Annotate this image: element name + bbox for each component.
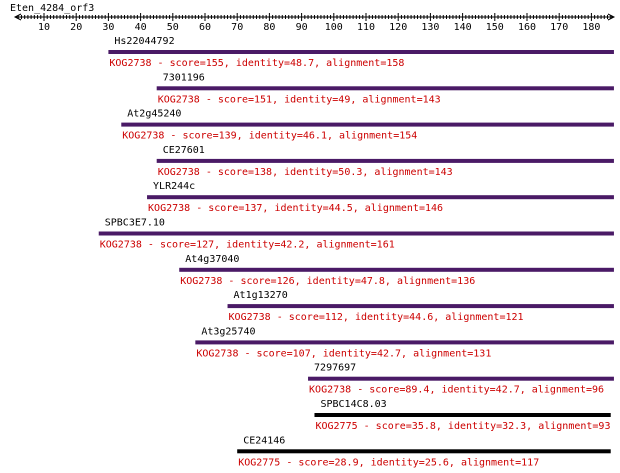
hit-alignment-bar[interactable] xyxy=(314,413,611,417)
sequence-title: Eten_4284_orf3 xyxy=(10,3,94,14)
hit-row[interactable]: At1g13270 KOG2738 - score=112, identity=4… xyxy=(227,290,614,323)
ruler-tick-label: 50 xyxy=(167,22,179,33)
hit-row[interactable]: At2g45240 KOG2738 - score=139, identity=4… xyxy=(121,109,614,142)
hit-name[interactable]: At4g37040 xyxy=(185,254,239,265)
hit-description: KOG2775 - score=35.8, identity=32.3, ali… xyxy=(315,421,610,432)
ruler-tick-label: 120 xyxy=(389,22,407,33)
hit-alignment-bar[interactable] xyxy=(121,122,614,127)
hit-name[interactable]: SPBC3E7.10 xyxy=(105,218,165,229)
hit-row[interactable]: SPBC3E7.10 KOG2738 - score=127, identity=… xyxy=(98,218,614,251)
hit-row[interactable]: 7301196 KOG2738 - score=151, identity=49,… xyxy=(156,72,614,105)
hit-row[interactable]: YLR244c KOG2738 - score=137, identity=44.… xyxy=(147,181,614,214)
hit-description: KOG2738 - score=138, identity=50.3, alig… xyxy=(158,167,453,178)
hit-alignment-bar[interactable] xyxy=(237,449,611,454)
hit-description: KOG2738 - score=107, identity=42.7, alig… xyxy=(196,348,491,359)
ruler-right-arrow xyxy=(607,13,616,21)
ruler-tick-label: 20 xyxy=(70,22,82,33)
position-ruler: 10 20 30 40 50 60 70 80 90 100 110 120 130 140 150 160 1… xyxy=(13,13,616,33)
ruler-tick-label: 10 xyxy=(38,22,50,33)
ruler-tick-label: 160 xyxy=(518,22,536,33)
hit-row[interactable]: At4g37040 KOG2738 - score=126, identity=4… xyxy=(179,254,614,287)
hit-description: KOG2738 - score=89.4, identity=42.7, ali… xyxy=(309,385,604,396)
ruler-tick-label: 70 xyxy=(231,22,243,33)
hit-name[interactable]: SPBC14C8.03 xyxy=(320,399,386,410)
hit-alignment-bar[interactable] xyxy=(195,340,614,345)
ruler-left-arrow xyxy=(13,13,22,21)
hit-alignment-bar[interactable] xyxy=(308,376,614,381)
ruler-tick-label: 90 xyxy=(296,22,308,33)
hit-alignment-bar[interactable] xyxy=(147,195,614,200)
ruler-tick-label: 80 xyxy=(263,22,275,33)
ruler-tick-label: 110 xyxy=(357,22,375,33)
hit-name[interactable]: At1g13270 xyxy=(234,290,288,301)
hit-row[interactable]: CE24146 KOG2775 - score=28.9, identity=25… xyxy=(237,435,611,468)
hit-description: KOG2738 - score=112, identity=44.6, alig… xyxy=(229,312,524,323)
hit-row[interactable]: CE27601 KOG2738 - score=138, identity=50.… xyxy=(156,145,614,178)
ruler-tick-label: 140 xyxy=(454,22,472,33)
hit-row[interactable]: Hs22044792 KOG2738 - score=155, identity=… xyxy=(108,36,614,69)
hit-alignment-bar[interactable] xyxy=(156,86,614,91)
hit-name[interactable]: At3g25740 xyxy=(201,326,255,337)
hit-name[interactable]: Hs22044792 xyxy=(114,36,174,47)
ruler-tick-label: 150 xyxy=(486,22,504,33)
hit-name[interactable]: CE27601 xyxy=(163,145,205,156)
hit-description: KOG2738 - score=139, identity=46.1, alig… xyxy=(122,131,417,142)
hit-name[interactable]: YLR244c xyxy=(153,181,195,192)
hit-description: KOG2738 - score=151, identity=49, alignm… xyxy=(158,94,441,105)
ruler-tick-label: 180 xyxy=(582,22,600,33)
ruler-tick-label: 30 xyxy=(102,22,114,33)
ruler-tick-label: 60 xyxy=(199,22,211,33)
ruler-tick-label: 100 xyxy=(325,22,343,33)
hit-alignment-bar[interactable] xyxy=(98,231,614,236)
hit-row[interactable]: At3g25740 KOG2738 - score=107, identity=4… xyxy=(195,326,614,359)
hit-row[interactable]: 7297697 KOG2738 - score=89.4, identity=42… xyxy=(308,363,614,396)
hit-description: KOG2738 - score=126, identity=47.8, alig… xyxy=(180,276,475,287)
ruler-tick-label: 40 xyxy=(135,22,147,33)
hit-alignment-bar[interactable] xyxy=(156,158,614,163)
hit-list: Hs22044792 KOG2738 - score=155, identity=… xyxy=(98,36,614,468)
hit-name[interactable]: At2g45240 xyxy=(127,109,181,120)
hit-row[interactable]: SPBC14C8.03 KOG2775 - score=35.8, identit… xyxy=(314,399,611,432)
hit-alignment-bar[interactable] xyxy=(108,50,614,54)
hit-description: KOG2775 - score=28.9, identity=25.6, ali… xyxy=(238,457,539,468)
hit-name[interactable]: 7297697 xyxy=(314,363,356,374)
ruler-tick-label: 130 xyxy=(421,22,439,33)
ruler-tick-label: 170 xyxy=(550,22,568,33)
hit-alignment-bar[interactable] xyxy=(179,267,614,272)
hit-description: KOG2738 - score=127, identity=42.2, alig… xyxy=(100,240,395,251)
hit-description: KOG2738 - score=137, identity=44.5, alig… xyxy=(148,203,443,214)
hit-description: KOG2738 - score=155, identity=48.7, alig… xyxy=(109,58,404,69)
hit-name[interactable]: CE24146 xyxy=(243,435,285,446)
hit-name[interactable]: 7301196 xyxy=(163,72,205,83)
hit-alignment-bar[interactable] xyxy=(227,304,614,309)
